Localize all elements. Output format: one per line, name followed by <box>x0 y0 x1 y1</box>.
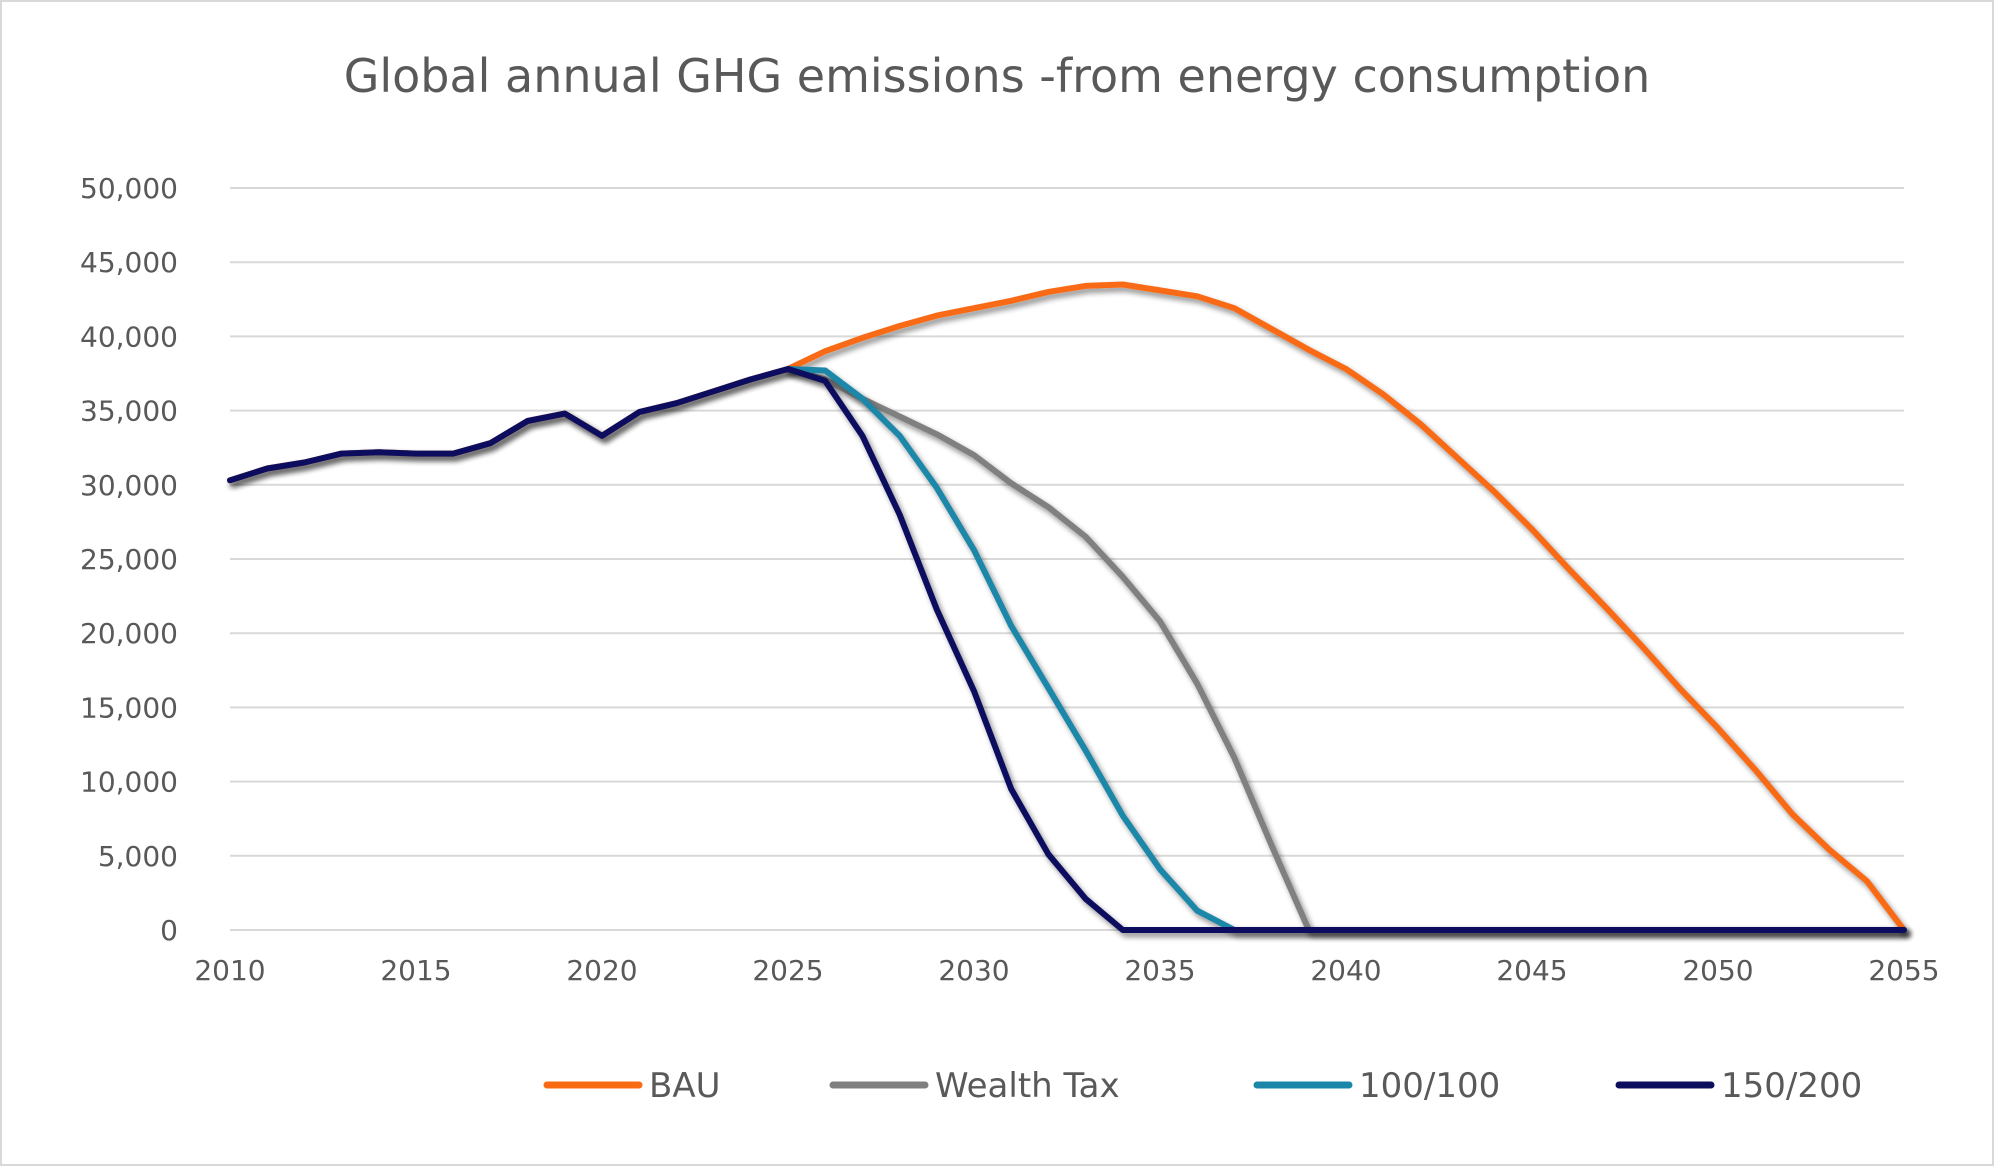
x-tick-label: 2055 <box>1868 954 1939 987</box>
x-tick-label: 2040 <box>1310 954 1381 987</box>
x-tick-label: 2015 <box>380 954 451 987</box>
y-tick-label: 35,000 <box>80 395 178 428</box>
y-tick-label: 10,000 <box>80 766 178 799</box>
legend-item: BAU <box>543 1066 720 1106</box>
legend-label: Wealth Tax <box>935 1066 1120 1106</box>
x-tick-label: 2035 <box>1124 954 1195 987</box>
x-tick-label: 2025 <box>752 954 823 987</box>
y-tick-label: 5,000 <box>98 840 178 873</box>
y-tick-label: 45,000 <box>80 246 178 279</box>
y-tick-label: 30,000 <box>80 469 178 502</box>
x-tick-label: 2045 <box>1496 954 1567 987</box>
x-tick-label: 2050 <box>1682 954 1753 987</box>
legend-label: BAU <box>649 1066 720 1106</box>
legend-item: 150/200 <box>1615 1066 1862 1106</box>
x-tick-label: 2020 <box>566 954 637 987</box>
y-tick-label: 50,000 <box>80 172 178 205</box>
chart-title: Global annual GHG emissions -from energy… <box>344 49 1651 103</box>
legend-item: 100/100 <box>1253 1066 1500 1106</box>
series-line-150-200 <box>227 366 1907 933</box>
legend-label: 150/200 <box>1721 1066 1862 1106</box>
x-tick-label: 2010 <box>194 954 265 987</box>
y-tick-label: 40,000 <box>80 320 178 353</box>
legend-item: Wealth Tax <box>829 1066 1120 1106</box>
y-tick-label: 25,000 <box>80 543 178 576</box>
y-tick-label: 20,000 <box>80 617 178 650</box>
legend-label: 100/100 <box>1359 1066 1500 1106</box>
y-tick-label: 0 <box>160 914 178 947</box>
x-tick-label: 2030 <box>938 954 1009 987</box>
y-tick-label: 15,000 <box>80 691 178 724</box>
